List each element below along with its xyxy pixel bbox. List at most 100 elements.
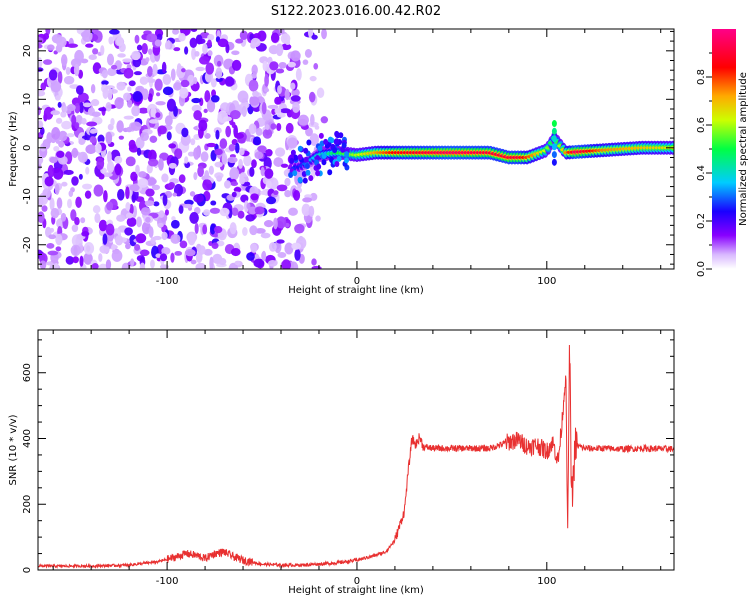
noise-speckle bbox=[124, 227, 133, 236]
noise-speckle bbox=[114, 155, 123, 164]
noise-speckle bbox=[173, 82, 182, 91]
noise-speckle bbox=[98, 253, 103, 262]
noise-speckle bbox=[287, 61, 296, 68]
y-tick-label: 200 bbox=[22, 495, 33, 514]
noise-speckle bbox=[301, 203, 311, 217]
noise-speckle bbox=[315, 215, 321, 222]
ridge-fuzz bbox=[321, 159, 327, 166]
noise-speckle bbox=[276, 184, 288, 192]
ridge-fuzz bbox=[303, 147, 309, 154]
noise-speckle bbox=[74, 49, 84, 63]
noise-speckle bbox=[219, 138, 228, 149]
noise-speckle bbox=[291, 242, 302, 250]
noise-speckle bbox=[229, 167, 240, 181]
noise-speckle bbox=[231, 50, 240, 56]
noise-speckle bbox=[148, 119, 159, 124]
noise-speckle bbox=[126, 99, 133, 108]
noise-speckle bbox=[179, 240, 188, 249]
noise-speckle bbox=[135, 233, 147, 244]
noise-speckle bbox=[238, 158, 243, 169]
ridge-fuzz bbox=[334, 138, 340, 145]
noise-speckle bbox=[171, 216, 176, 221]
noise-speckle bbox=[123, 115, 134, 120]
noise-speckle bbox=[38, 37, 44, 44]
noise-speckle bbox=[48, 69, 58, 81]
ridge-fuzz bbox=[292, 170, 298, 177]
noise-speckle bbox=[193, 147, 200, 160]
noise-speckle bbox=[304, 48, 312, 58]
noise-speckle bbox=[136, 147, 142, 156]
snr-series-line bbox=[38, 344, 674, 569]
noise-speckle bbox=[234, 260, 241, 266]
noise-speckle bbox=[253, 32, 261, 40]
noise-speckle bbox=[181, 68, 186, 73]
noise-speckle bbox=[280, 33, 291, 44]
noise-speckle bbox=[125, 156, 136, 167]
ridge-fuzz bbox=[290, 149, 296, 156]
noise-speckle bbox=[197, 165, 204, 178]
figure-title: S122.2023.016.00.42.R02 bbox=[271, 4, 441, 19]
noise-speckle bbox=[135, 164, 140, 175]
noise-speckle bbox=[174, 250, 183, 256]
noise-speckle bbox=[141, 43, 148, 55]
noise-speckle bbox=[138, 107, 149, 114]
noise-speckle bbox=[161, 231, 168, 241]
noise-speckle bbox=[53, 263, 59, 269]
noise-speckle bbox=[147, 74, 153, 82]
noise-speckle bbox=[184, 156, 189, 164]
noise-speckle bbox=[189, 37, 198, 49]
noise-speckle bbox=[195, 38, 206, 45]
noise-speckle bbox=[276, 113, 286, 118]
noise-speckle bbox=[281, 259, 292, 269]
noise-speckle bbox=[47, 250, 59, 256]
noise-speckle bbox=[95, 143, 102, 154]
noise-speckle bbox=[275, 43, 284, 57]
noise-speckle bbox=[243, 154, 252, 167]
noise-speckle bbox=[316, 87, 325, 99]
ridge-spike bbox=[551, 151, 557, 159]
noise-speckle bbox=[198, 245, 206, 255]
spectrogram-x-tick-labels: -100 0 100 bbox=[156, 276, 557, 287]
y-tick-label: -20 bbox=[22, 237, 33, 253]
snr-y-axis-label: SNR (10 * v/v) bbox=[8, 414, 19, 485]
noise-speckle bbox=[78, 173, 83, 180]
noise-speckle bbox=[150, 106, 157, 119]
noise-speckle bbox=[209, 207, 221, 214]
ridge-spike bbox=[551, 135, 557, 143]
noise-speckle bbox=[268, 208, 278, 214]
noise-speckle bbox=[261, 101, 267, 115]
noise-speckle bbox=[273, 157, 284, 168]
noise-speckle bbox=[145, 188, 155, 197]
noise-speckle bbox=[263, 220, 274, 228]
ridge-fuzz bbox=[344, 151, 350, 158]
noise-speckle bbox=[92, 205, 101, 214]
noise-speckle bbox=[168, 162, 177, 169]
y-tick-label: 0 bbox=[22, 145, 33, 151]
noise-speckle bbox=[57, 71, 63, 84]
noise-speckle bbox=[314, 125, 320, 130]
ridge-spike bbox=[551, 143, 557, 151]
noise-speckle bbox=[180, 79, 190, 88]
noise-speckle bbox=[263, 87, 270, 93]
noise-speckle bbox=[58, 140, 65, 148]
noise-speckle bbox=[88, 54, 97, 60]
noise-speckle bbox=[111, 244, 116, 251]
noise-speckle bbox=[83, 102, 92, 108]
noise-speckle bbox=[204, 90, 211, 103]
noise-speckle bbox=[229, 222, 237, 235]
noise-speckle bbox=[51, 126, 61, 140]
y-tick-label: 600 bbox=[22, 363, 33, 382]
noise-speckle bbox=[249, 225, 258, 236]
noise-speckle bbox=[67, 104, 76, 112]
noise-speckle bbox=[98, 219, 108, 232]
noise-speckle bbox=[290, 50, 301, 62]
noise-speckle bbox=[174, 148, 183, 160]
noise-speckle bbox=[134, 34, 140, 44]
noise-speckle bbox=[267, 260, 278, 267]
x-tick-label: 0 bbox=[354, 276, 360, 287]
noise-speckle bbox=[231, 191, 237, 198]
noise-speckle bbox=[273, 217, 278, 230]
noise-speckle bbox=[166, 39, 171, 50]
noise-speckle bbox=[173, 47, 181, 52]
noise-speckle bbox=[251, 159, 257, 169]
